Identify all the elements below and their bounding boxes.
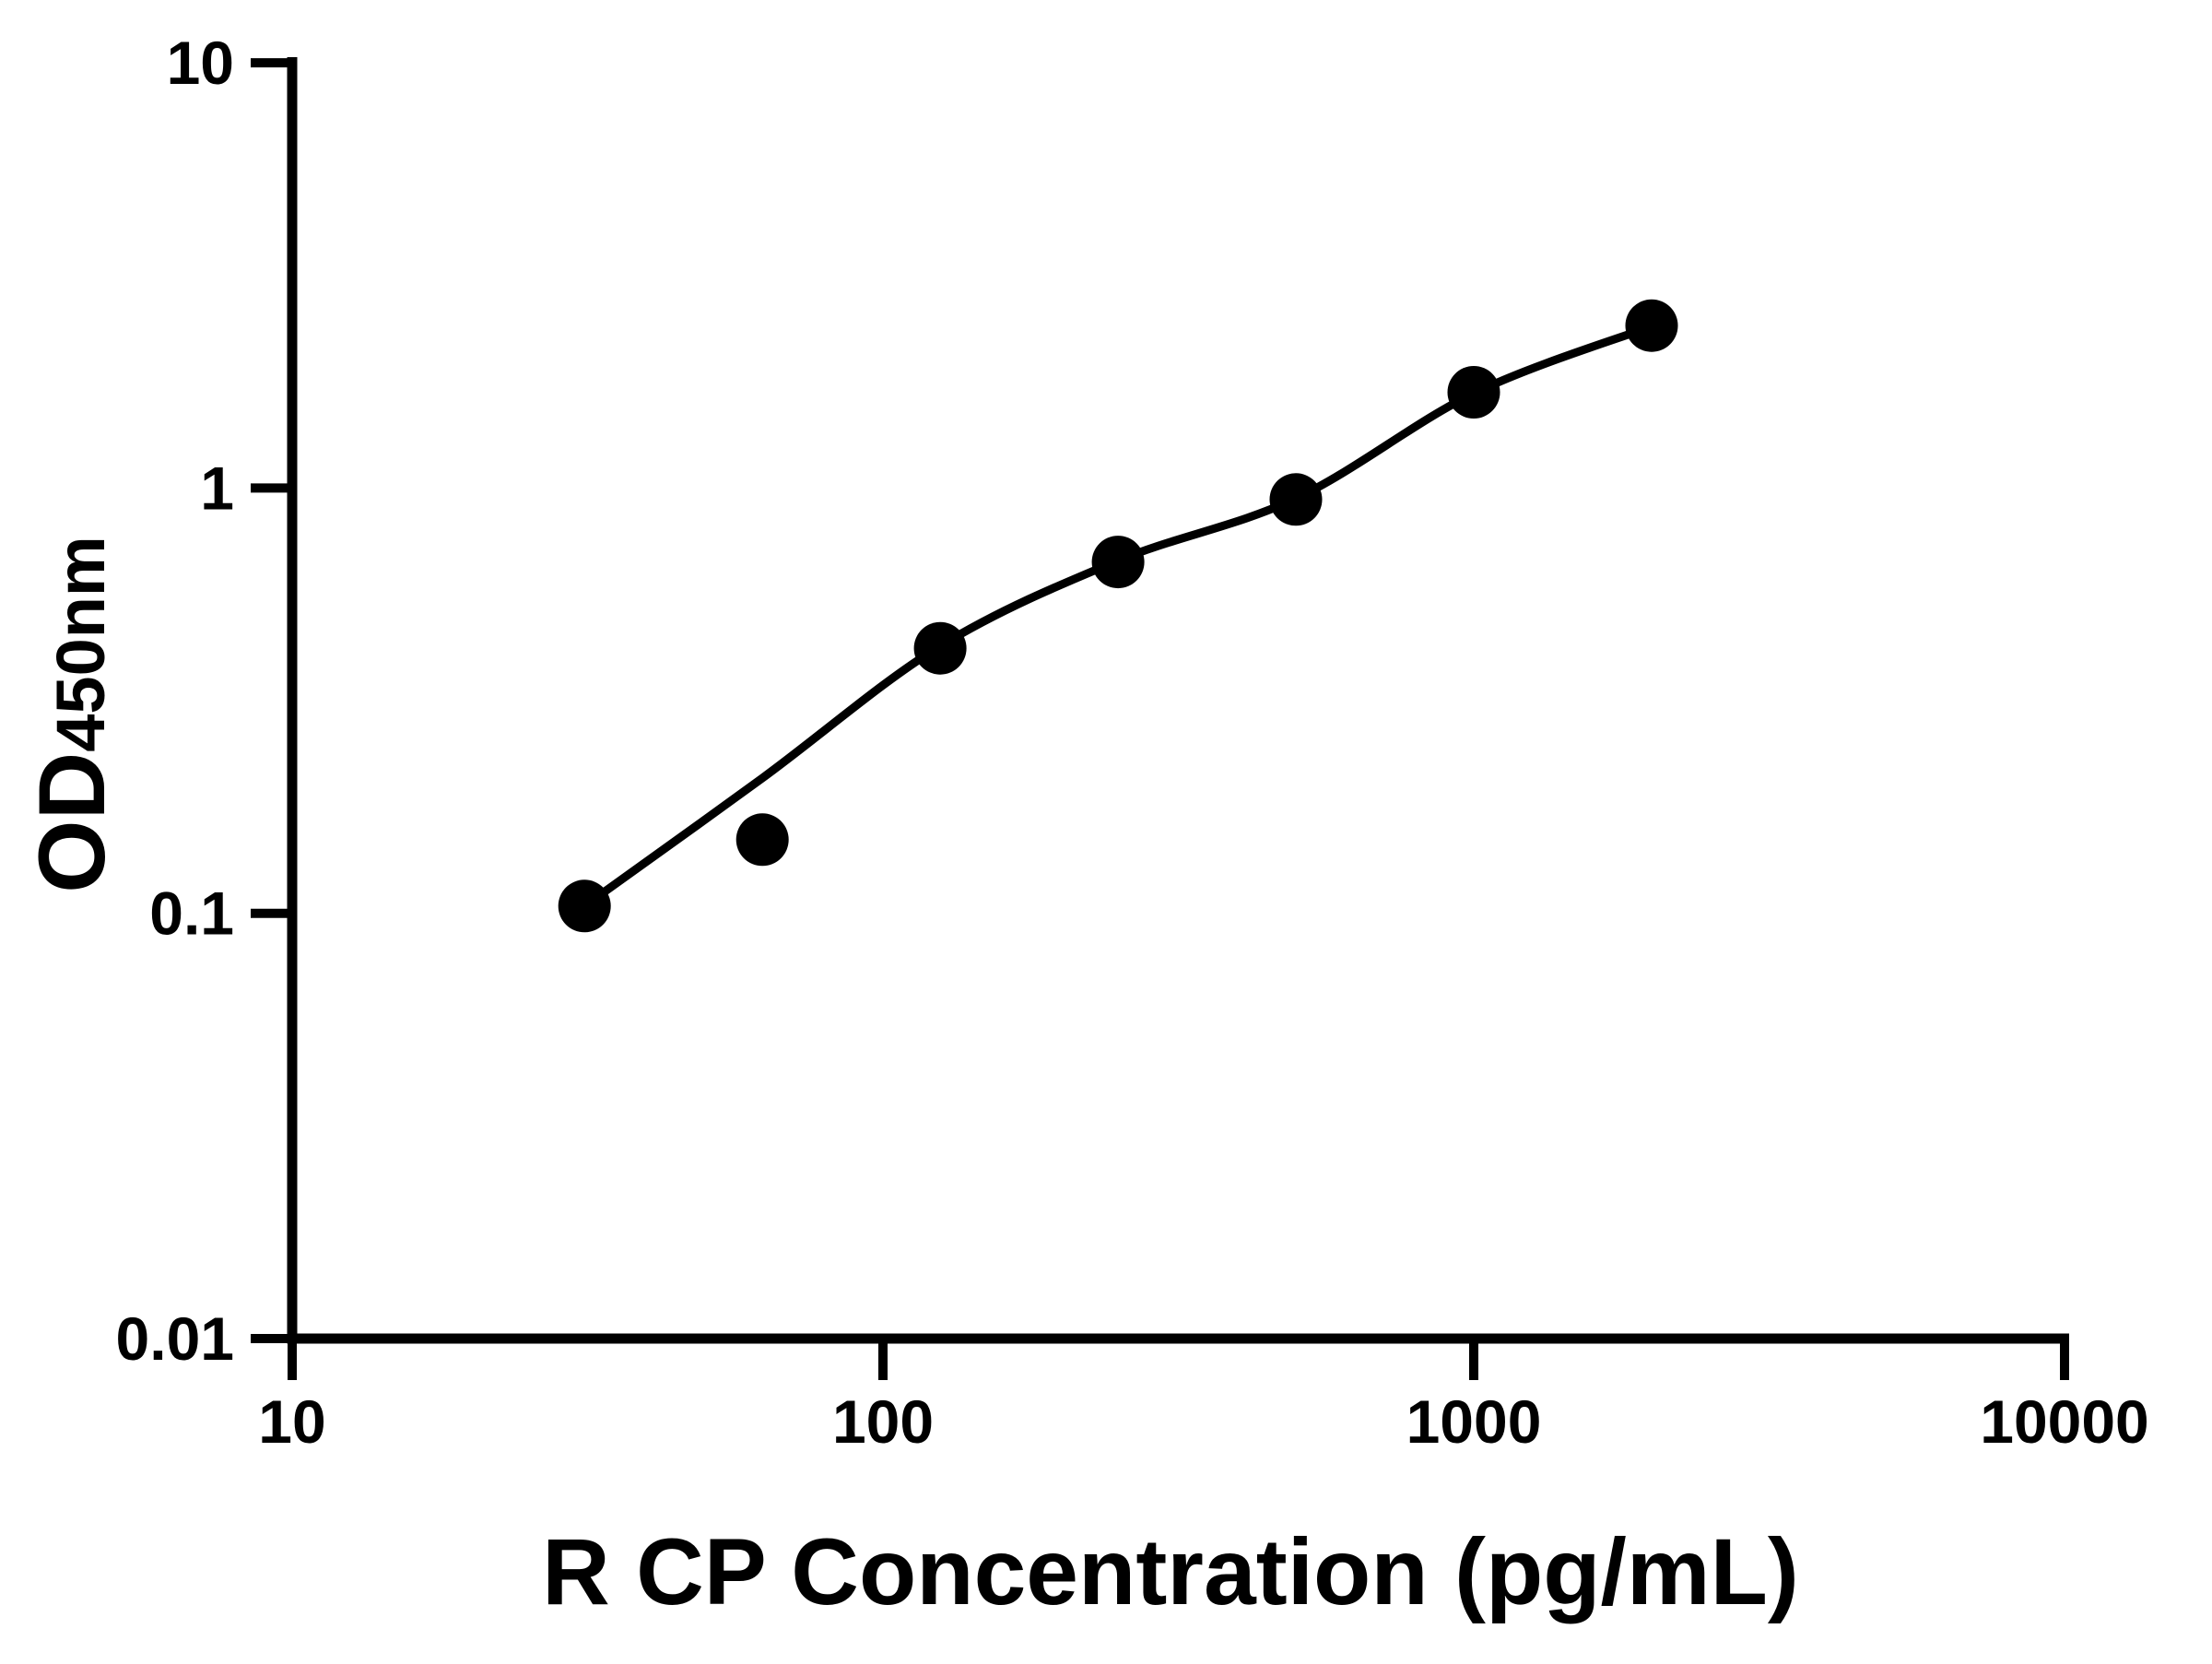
y-axis-title-main: OD xyxy=(19,752,124,893)
y-axis-title: OD450nm xyxy=(19,536,124,892)
data-point xyxy=(558,879,611,933)
y-tick-label: 1 xyxy=(200,454,234,522)
x-tick-label: 100 xyxy=(832,1387,934,1456)
y-tick-label: 10 xyxy=(167,29,234,97)
data-point xyxy=(913,621,967,675)
axes xyxy=(287,57,2069,1344)
data-points xyxy=(558,299,1678,933)
y-axis-title-subscript: 450nm xyxy=(42,536,119,751)
x-tick-label: 10000 xyxy=(1980,1387,2149,1456)
y-tick-label: 0.1 xyxy=(149,879,234,948)
x-axis-ticks xyxy=(288,1339,2069,1380)
y-axis-tick-labels: 10 1 0.1 0.01 xyxy=(116,29,234,1373)
data-point xyxy=(1269,473,1323,526)
data-point xyxy=(1091,536,1145,589)
fit-curve-line xyxy=(580,322,1656,911)
x-tick-label: 1000 xyxy=(1406,1387,1542,1456)
data-point xyxy=(1625,299,1678,352)
y-tick-label: 0.01 xyxy=(116,1304,234,1373)
data-point xyxy=(735,813,789,867)
x-tick-label: 10 xyxy=(258,1387,325,1456)
data-point xyxy=(1447,366,1500,419)
x-axis-tick-labels: 10 100 1000 10000 xyxy=(258,1387,2148,1456)
x-axis-title: R CP Concentration (pg/mL) xyxy=(542,1519,1799,1624)
